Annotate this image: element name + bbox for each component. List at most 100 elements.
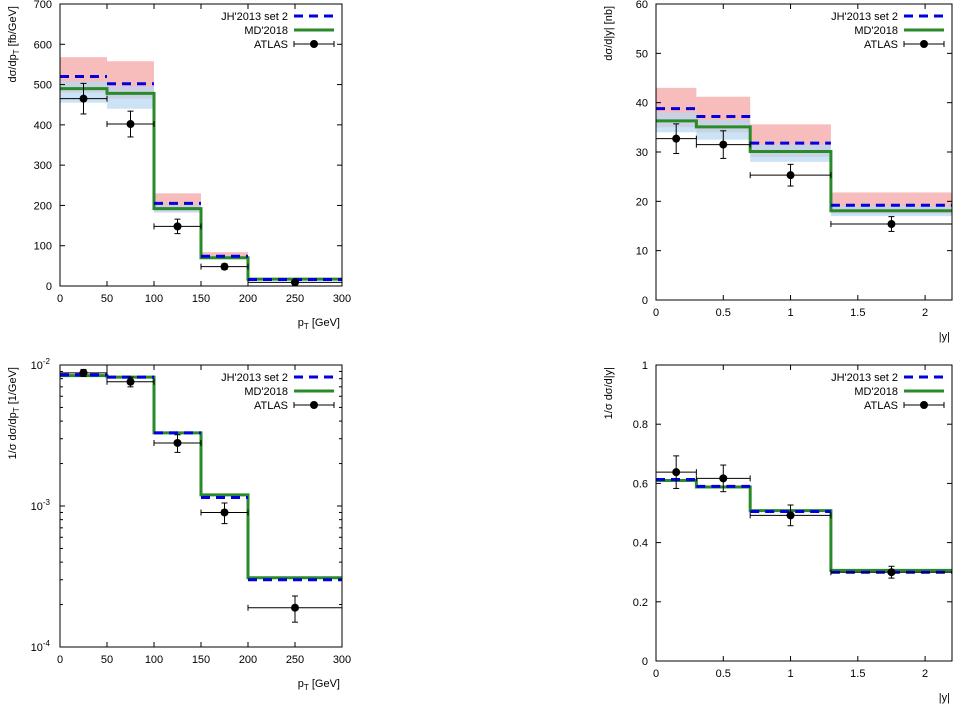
x-tick-label: 2 — [922, 307, 928, 319]
atlas-data-point — [173, 222, 182, 231]
legend-label: JH'2013 set 2 — [831, 11, 898, 23]
plot-area — [60, 373, 342, 582]
y-tick-label: 30 — [636, 147, 648, 159]
x-tick-label: 0.5 — [716, 668, 731, 680]
legend-label: JH'2013 set 2 — [221, 372, 288, 384]
x-tick-label: 200 — [239, 654, 257, 666]
x-tick-label: 50 — [101, 293, 113, 305]
x-tick-label: 0 — [653, 668, 659, 680]
y-tick-label: 60 — [636, 0, 648, 11]
uncertainty-band-md2018 — [750, 144, 831, 162]
legend-label: JH'2013 set 2 — [831, 372, 898, 384]
y-tick-label: 0.2 — [633, 597, 648, 609]
y-axis-label: 1/σ dσ/dpT [1/GeV] — [7, 367, 21, 459]
legend-label: MD'2018 — [854, 25, 898, 37]
legend-label: MD'2018 — [854, 386, 898, 398]
step-line-md2018 — [656, 119, 952, 213]
x-tick-label: 0.5 — [716, 307, 731, 319]
atlas-data-point — [291, 603, 299, 612]
x-tick-label: 150 — [192, 293, 210, 305]
x-tick-label: 1 — [787, 307, 793, 319]
atlas-data-point — [887, 568, 896, 577]
y-axis-label: dσ/dpT [fb/GeV] — [7, 6, 21, 83]
x-tick-label: 0 — [57, 293, 63, 305]
legend-label: MD'2018 — [244, 386, 288, 398]
atlas-data-point — [719, 140, 728, 149]
atlas-data-point — [887, 220, 896, 229]
chart-panel-bottom-right: 0 0.5 1 1.5 2 0 0.2 0.4 0.6 0.8 1 |y| 1/σ dσ/d|y| JH'… — [603, 360, 953, 704]
y-tick-label: 10-3 — [31, 498, 51, 513]
y-tick-label: 0 — [642, 295, 648, 307]
uncertainty-band-md2018 — [107, 86, 154, 109]
y-tick-label: 400 — [34, 120, 52, 132]
step-line-md2018 — [60, 87, 342, 281]
y-tick-label: 0.6 — [633, 478, 648, 490]
plot-area — [656, 87, 952, 217]
uncertainty-band-md2018 — [696, 119, 751, 140]
y-tick-label: 10-4 — [31, 639, 51, 654]
y-tick-label: 0.8 — [633, 419, 648, 431]
legend-label: ATLAS — [864, 39, 898, 51]
x-tick-label: 100 — [145, 654, 163, 666]
legend-swatch-point — [310, 401, 318, 409]
step-line-md2018 — [60, 374, 342, 580]
y-tick-label: 200 — [34, 200, 52, 212]
atlas-data-point — [672, 134, 681, 143]
legend-label: ATLAS — [864, 400, 898, 412]
plot-frame — [655, 364, 953, 662]
y-tick-label: 10 — [636, 246, 648, 258]
legend-swatch-point — [920, 401, 928, 409]
chart-panel-top-left: 0 50 100 150 200 250 300 0 100 200 300 400 500 600 700… — [7, 0, 351, 331]
x-tick-label: 50 — [101, 654, 113, 666]
atlas-data-point — [786, 511, 795, 520]
x-axis-label: |y| — [939, 692, 950, 704]
legend-swatch-point — [920, 40, 928, 48]
x-axis-label: |y| — [939, 331, 950, 343]
atlas-data-point — [173, 438, 182, 447]
y-tick-label: 600 — [34, 39, 52, 51]
y-axis-label: dσ/d|y| [nb] — [603, 6, 615, 61]
y-tick-label: 500 — [34, 80, 52, 92]
atlas-data-point — [786, 171, 795, 180]
y-tick-label: 10-2 — [31, 357, 51, 372]
y-tick-label: 20 — [636, 196, 648, 208]
atlas-data-point — [79, 368, 88, 377]
y-tick-label: 40 — [636, 98, 648, 110]
plot-area — [60, 57, 342, 282]
legend-label: ATLAS — [254, 39, 288, 51]
atlas-data-point — [220, 262, 229, 271]
x-tick-label: 2 — [922, 668, 928, 680]
x-tick-label: 1.5 — [850, 668, 865, 680]
chart-panel-bottom-left: 0 50 100 150 200 250 300 10-4 10-3 10-2 pT [GeV] 1/… — [7, 357, 351, 692]
legend-swatch-point — [310, 40, 318, 48]
y-tick-label: 100 — [34, 241, 52, 253]
y-axis-label: 1/σ dσ/d|y| — [603, 367, 615, 419]
atlas-data-point — [126, 377, 135, 386]
y-tick-label: 1 — [642, 360, 648, 372]
atlas-data-point — [719, 474, 728, 483]
x-axis-label: pT [GeV] — [298, 678, 340, 692]
y-tick-label: 0 — [46, 281, 52, 293]
x-tick-label: 0 — [653, 307, 659, 319]
y-tick-label: 50 — [636, 48, 648, 60]
y-tick-label: 0.4 — [633, 538, 648, 550]
legend-label: ATLAS — [254, 400, 288, 412]
x-axis-label: pT [GeV] — [298, 317, 340, 331]
atlas-data-point — [126, 120, 135, 129]
x-tick-label: 1 — [787, 668, 793, 680]
x-tick-label: 0 — [57, 654, 63, 666]
x-tick-label: 1.5 — [850, 307, 865, 319]
plot-frame — [59, 364, 343, 648]
x-tick-label: 200 — [239, 293, 257, 305]
x-tick-label: 250 — [286, 293, 304, 305]
x-tick-label: 250 — [286, 654, 304, 666]
x-tick-label: 100 — [145, 293, 163, 305]
atlas-data-point — [672, 468, 681, 477]
legend-label: JH'2013 set 2 — [221, 11, 288, 23]
plot-area — [656, 478, 952, 574]
legend-label: MD'2018 — [244, 25, 288, 37]
y-tick-label: 0 — [642, 656, 648, 668]
y-tick-label: 300 — [34, 160, 52, 172]
